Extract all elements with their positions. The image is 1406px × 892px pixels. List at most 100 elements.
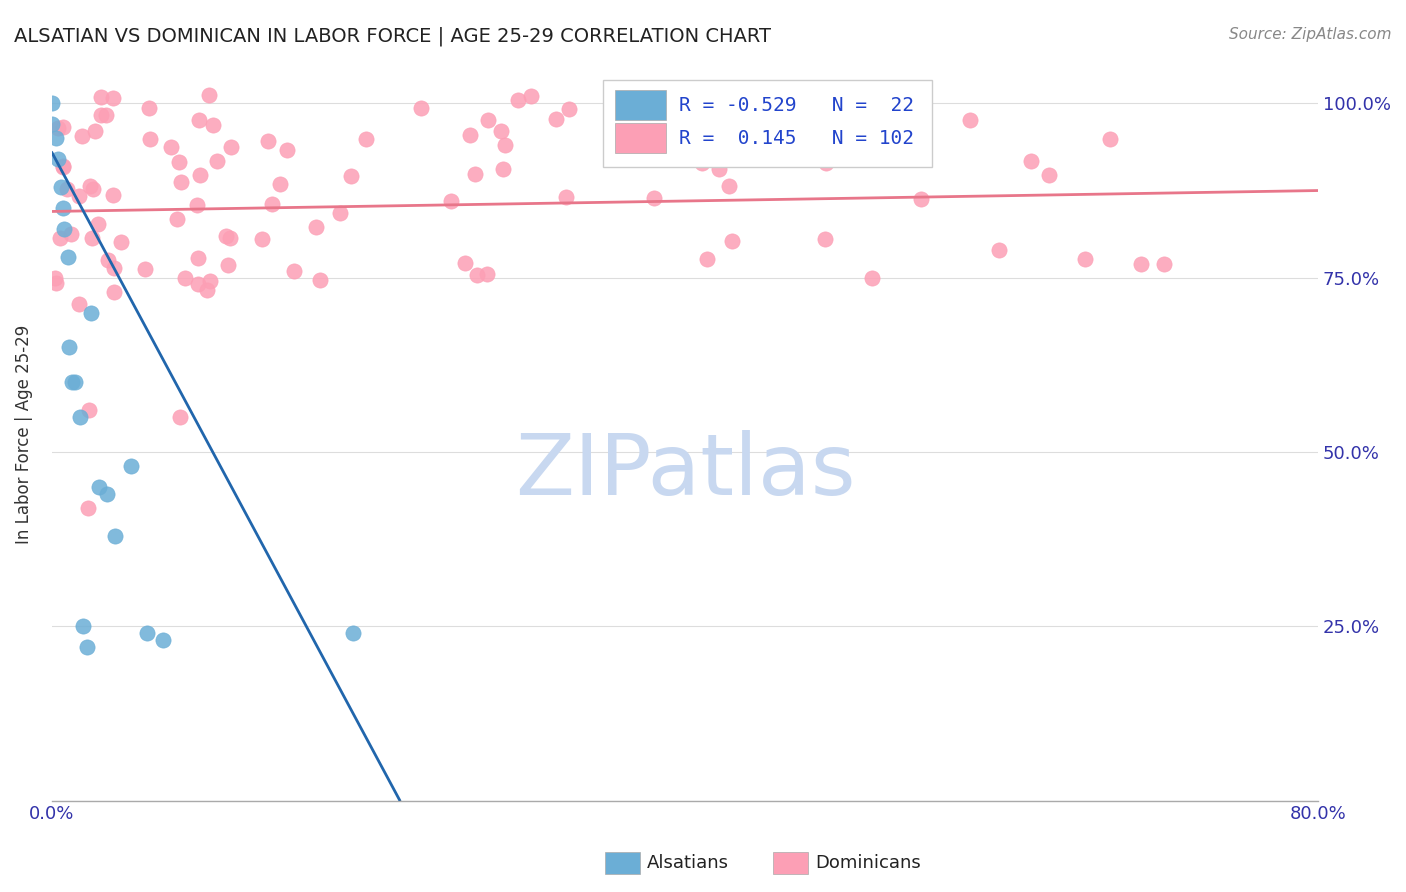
Dominicans bbox=[475, 267, 498, 281]
Dominicans bbox=[454, 256, 477, 270]
Text: Dominicans: Dominicans bbox=[815, 854, 921, 871]
FancyBboxPatch shape bbox=[616, 123, 666, 153]
Dominicans bbox=[188, 112, 211, 127]
Dominicans bbox=[90, 90, 112, 104]
Text: ZIPatlas: ZIPatlas bbox=[515, 430, 855, 513]
Dominicans bbox=[198, 87, 221, 102]
Dominicans bbox=[283, 264, 305, 278]
Dominicans bbox=[814, 232, 837, 246]
Alsatians bbox=[45, 131, 67, 145]
Dominicans bbox=[44, 271, 66, 285]
Y-axis label: In Labor Force | Age 25-29: In Labor Force | Age 25-29 bbox=[15, 325, 32, 544]
Dominicans bbox=[269, 177, 291, 191]
Dominicans bbox=[70, 128, 93, 143]
Dominicans bbox=[205, 154, 228, 169]
Dominicans bbox=[440, 194, 463, 209]
Dominicans bbox=[103, 91, 125, 105]
Dominicans bbox=[356, 131, 378, 145]
Dominicans bbox=[45, 277, 67, 291]
Dominicans bbox=[690, 156, 713, 170]
Dominicans bbox=[814, 156, 837, 170]
Dominicans bbox=[257, 134, 280, 148]
Dominicans bbox=[1074, 252, 1097, 266]
Dominicans bbox=[82, 231, 104, 245]
Alsatians bbox=[52, 201, 75, 215]
FancyBboxPatch shape bbox=[603, 79, 932, 168]
Dominicans bbox=[195, 284, 218, 298]
Dominicans bbox=[276, 143, 298, 157]
Dominicans bbox=[67, 297, 90, 311]
Dominicans bbox=[169, 410, 191, 425]
Dominicans bbox=[696, 252, 718, 266]
FancyBboxPatch shape bbox=[616, 90, 666, 120]
Dominicans bbox=[103, 285, 125, 299]
Dominicans bbox=[308, 273, 330, 287]
Dominicans bbox=[411, 101, 433, 115]
Dominicans bbox=[544, 112, 567, 126]
Dominicans bbox=[188, 168, 211, 182]
Dominicans bbox=[464, 167, 486, 181]
Dominicans bbox=[174, 271, 197, 285]
Dominicans bbox=[262, 197, 284, 211]
Dominicans bbox=[186, 198, 208, 212]
Alsatians bbox=[58, 340, 80, 354]
Alsatians bbox=[89, 480, 111, 494]
Text: Alsatians: Alsatians bbox=[647, 854, 728, 871]
Dominicans bbox=[134, 261, 156, 276]
Dominicans bbox=[1130, 257, 1153, 271]
Dominicans bbox=[339, 169, 361, 183]
Dominicans bbox=[97, 253, 120, 268]
Dominicans bbox=[328, 206, 350, 220]
Text: R = -0.529   N =  22: R = -0.529 N = 22 bbox=[679, 95, 914, 115]
Dominicans bbox=[987, 243, 1010, 257]
Dominicans bbox=[200, 274, 222, 288]
Alsatians bbox=[41, 96, 63, 111]
Dominicans bbox=[494, 138, 516, 153]
Dominicans bbox=[1038, 168, 1060, 182]
Dominicans bbox=[170, 176, 193, 190]
Dominicans bbox=[90, 108, 112, 122]
Dominicans bbox=[138, 102, 160, 116]
Dominicans bbox=[304, 219, 326, 234]
Dominicans bbox=[910, 192, 932, 206]
Dominicans bbox=[79, 179, 101, 194]
Dominicans bbox=[959, 113, 981, 128]
Dominicans bbox=[643, 191, 665, 205]
Dominicans bbox=[1099, 132, 1122, 146]
Dominicans bbox=[67, 188, 90, 202]
Dominicans bbox=[60, 227, 83, 241]
Dominicans bbox=[87, 217, 110, 231]
Dominicans bbox=[489, 124, 512, 138]
Dominicans bbox=[218, 231, 240, 245]
Dominicans bbox=[555, 190, 578, 204]
Alsatians bbox=[69, 410, 91, 425]
Dominicans bbox=[48, 121, 70, 136]
Dominicans bbox=[477, 112, 499, 127]
Dominicans bbox=[159, 139, 181, 153]
Alsatians bbox=[76, 640, 98, 655]
Dominicans bbox=[166, 212, 188, 227]
Dominicans bbox=[1153, 257, 1175, 271]
Alsatians bbox=[65, 376, 87, 390]
Dominicans bbox=[52, 159, 75, 173]
Dominicans bbox=[717, 179, 740, 194]
Alsatians bbox=[53, 222, 76, 236]
Dominicans bbox=[110, 235, 132, 249]
Text: R =  0.145   N = 102: R = 0.145 N = 102 bbox=[679, 128, 914, 147]
Dominicans bbox=[215, 228, 238, 243]
Alsatians bbox=[60, 376, 83, 390]
Alsatians bbox=[72, 619, 94, 633]
Alsatians bbox=[152, 633, 174, 648]
Dominicans bbox=[609, 86, 631, 100]
Dominicans bbox=[187, 277, 209, 292]
Dominicans bbox=[187, 251, 209, 265]
Dominicans bbox=[520, 89, 543, 103]
Dominicans bbox=[96, 108, 118, 122]
Dominicans bbox=[1019, 153, 1042, 168]
Dominicans bbox=[770, 105, 793, 120]
Dominicans bbox=[887, 103, 910, 117]
Dominicans bbox=[721, 234, 744, 248]
Dominicans bbox=[219, 140, 242, 154]
Dominicans bbox=[56, 182, 79, 196]
Dominicans bbox=[558, 103, 581, 117]
